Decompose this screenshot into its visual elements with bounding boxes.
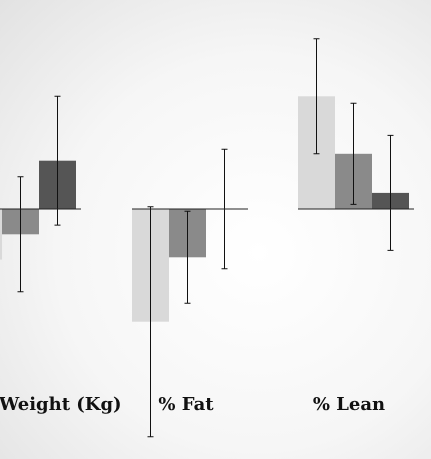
error-bar-weight-series-2 [17, 176, 24, 293]
bar-weight-series-1 [0, 209, 2, 260]
category-label-fat: % Fat [158, 394, 214, 415]
category-label-lean: % Lean [313, 394, 385, 415]
error-bar-lean-series-3 [387, 134, 394, 251]
category-label-weight: Weight (Kg) [0, 394, 122, 415]
error-bar-lean-series-1 [313, 38, 320, 155]
error-bar-lean-series-2 [350, 102, 357, 205]
error-bar-weight-series-3 [54, 95, 61, 226]
error-bar-fat-series-1 [147, 206, 154, 438]
error-bar-fat-series-2 [184, 210, 191, 304]
error-bars-layer [17, 38, 394, 438]
